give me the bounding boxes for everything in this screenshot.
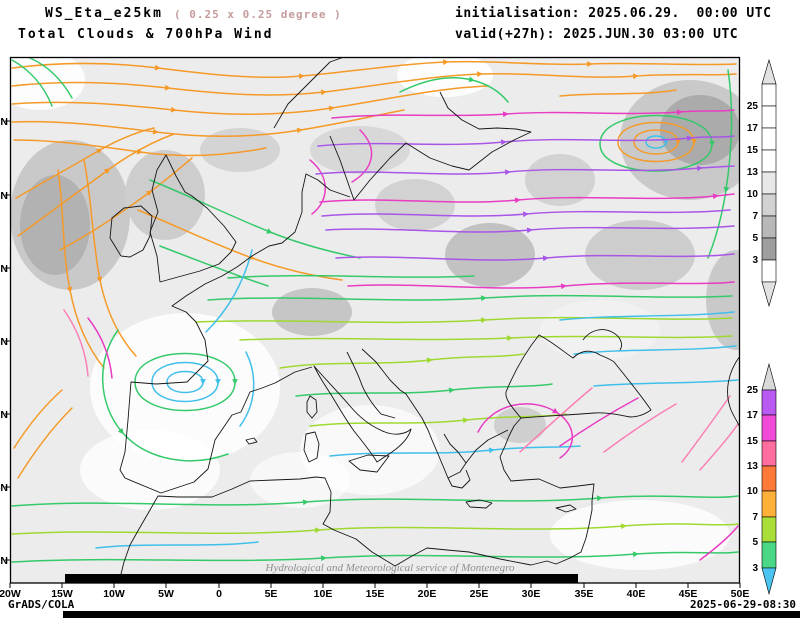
lat-tick-label: 35N: [0, 482, 8, 494]
creation-timestamp: 2025-06-29-08:30: [690, 598, 796, 611]
wind-colorbar: 25 17 15 13 10 7 5 3: [747, 362, 777, 596]
colorbar-label: 5: [752, 233, 758, 244]
scale-arrow-up-icon: [761, 58, 777, 85]
streamlines-cyan: [95, 135, 739, 549]
streamlines-pink: [63, 309, 739, 471]
colorbar-label: 10: [747, 486, 759, 497]
colorbar-label: 10: [747, 189, 759, 200]
lon-tick-label: 30E: [522, 588, 541, 600]
colorbar-label: 17: [747, 123, 759, 134]
init-time: initialisation: 2025.06.29. 00:00 UTC: [455, 6, 772, 21]
colorbar-label: 3: [752, 563, 758, 574]
colorbar-label: 17: [747, 410, 759, 421]
lat-tick-label: 45N: [0, 336, 8, 348]
lon-tick-label: 35E: [575, 588, 594, 600]
streamlines-green: [11, 57, 739, 563]
lon-tick-label: 25E: [470, 588, 489, 600]
colorbar-label: 15: [747, 145, 759, 156]
lon-tick-label: 10E: [314, 588, 333, 600]
lon-axis-labels: 20W 15W 10W 5W 0 5E 10E 15E 20E 25E 30E …: [0, 588, 749, 600]
streamlines-magenta: [87, 109, 739, 561]
lat-tick-label: 40N: [0, 409, 8, 421]
scale-arrow-down-icon: [761, 281, 777, 308]
lat-axis-labels: 60N 55N 50N 45N 40N 35N 30N: [0, 116, 8, 567]
lat-tick-label: 30N: [0, 555, 8, 567]
lat-tick-label: 55N: [0, 190, 8, 202]
lon-tick-label: 15E: [366, 588, 385, 600]
colorbar-label: 3: [752, 255, 758, 266]
coastlines: [109, 57, 740, 579]
lon-axis-ticks: [9, 583, 741, 588]
streamlines-orange: [11, 59, 737, 479]
watermark: Hydrological and Meteorological service …: [265, 562, 515, 574]
resolution-label: ( 0.25 x 0.25 degree ): [174, 8, 342, 21]
valid-time: valid(+27h): 2025.JUN.30 03:00 UTC: [455, 27, 739, 42]
lon-tick-label: 10W: [103, 588, 125, 600]
scale-arrow-up-icon: [761, 362, 777, 391]
colorbar-label: 7: [752, 512, 758, 523]
lon-tick-label: 20W: [0, 588, 21, 600]
lon-tick-label: 20E: [418, 588, 437, 600]
lon-tick-label: 5E: [265, 588, 278, 600]
lon-tick-label: 40E: [627, 588, 646, 600]
lon-tick-label: 50E: [731, 588, 750, 600]
lon-tick-label: 0: [216, 588, 222, 600]
colorbar-label: 25: [747, 385, 759, 396]
lat-tick-label: 50N: [0, 263, 8, 275]
colorbar-label: 25: [747, 101, 759, 112]
lon-tick-label: 15W: [51, 588, 73, 600]
lon-tick-label: 45E: [679, 588, 698, 600]
lat-tick-label: 60N: [0, 116, 8, 128]
colorbar-label: 13: [747, 167, 759, 178]
product-title: Total Clouds & 700hPa Wind: [18, 27, 274, 42]
colorbar-label: 7: [752, 211, 758, 222]
streamlines-lime: [11, 316, 739, 535]
lon-tick-label: 5W: [158, 588, 174, 600]
lat-axis-ticks: [5, 120, 10, 561]
grads-credit: GrADS/COLA: [8, 598, 75, 611]
bottom-black-strip: [63, 611, 800, 618]
colorbar-label: 13: [747, 461, 759, 472]
model-name: WS_Eta_e25km: [45, 6, 163, 21]
cloud-colorbar: 25 17 15 13 10 7 5 3: [747, 58, 777, 308]
colorbar-label: 5: [752, 537, 758, 548]
scale-arrow-down-icon: [761, 567, 777, 596]
colorbar-label: 15: [747, 436, 759, 447]
domain-mask-bar: [65, 574, 578, 583]
